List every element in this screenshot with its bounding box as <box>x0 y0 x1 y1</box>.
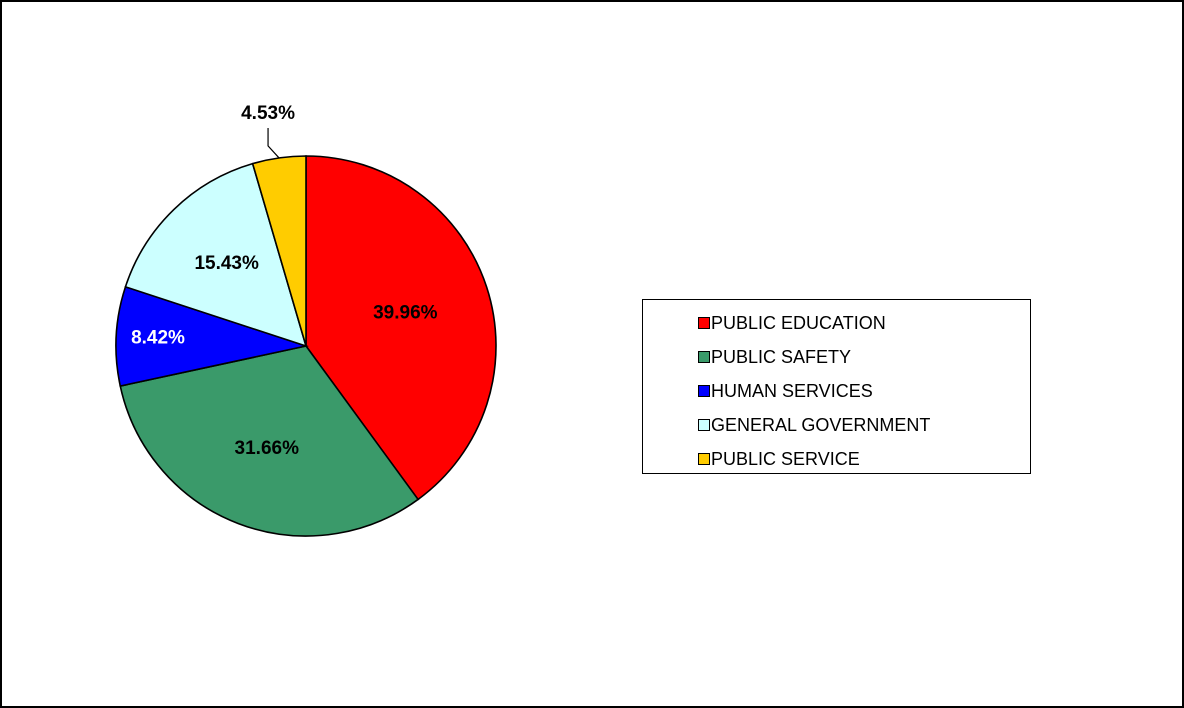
legend-item: HUMAN SERVICES <box>643 374 1030 408</box>
legend-label: PUBLIC EDUCATION <box>711 313 886 333</box>
pie-slice-human-services <box>115 285 310 387</box>
legend-label: PUBLIC SAFETY <box>711 347 852 367</box>
legend-swatch <box>698 351 710 363</box>
legend-label: HUMAN SERVICES <box>711 381 873 401</box>
slice-label: 39.96% <box>373 303 438 324</box>
legend-swatch <box>698 419 710 431</box>
slice-label: 8.42% <box>131 327 185 348</box>
legend-item: PUBLIC SAFETY <box>643 340 1030 374</box>
legend-swatch <box>698 317 710 329</box>
legend-item: GENERAL GOVERNMENT <box>643 408 1030 442</box>
pie-slice-general-government <box>124 162 308 348</box>
pie-slice-public-safety <box>119 345 420 537</box>
slice-label: 15.43% <box>194 253 259 274</box>
legend-swatch <box>698 453 710 465</box>
pie-slice-public-education <box>305 155 497 501</box>
legend-item: PUBLIC SERVICE <box>643 442 1030 476</box>
legend-label: GENERAL GOVERNMENT <box>711 415 931 435</box>
slice-label: 4.53% <box>241 103 295 124</box>
pie-slice-public-service <box>251 155 307 347</box>
legend-swatch <box>698 385 710 397</box>
legend: PUBLIC EDUCATION PUBLIC SAFETY HUMAN SERVI… <box>642 299 1031 474</box>
legend-item: PUBLIC EDUCATION <box>643 306 1030 340</box>
leader-line <box>267 128 280 159</box>
legend-label: PUBLIC SERVICE <box>711 449 860 469</box>
slice-label: 31.66% <box>235 438 300 459</box>
